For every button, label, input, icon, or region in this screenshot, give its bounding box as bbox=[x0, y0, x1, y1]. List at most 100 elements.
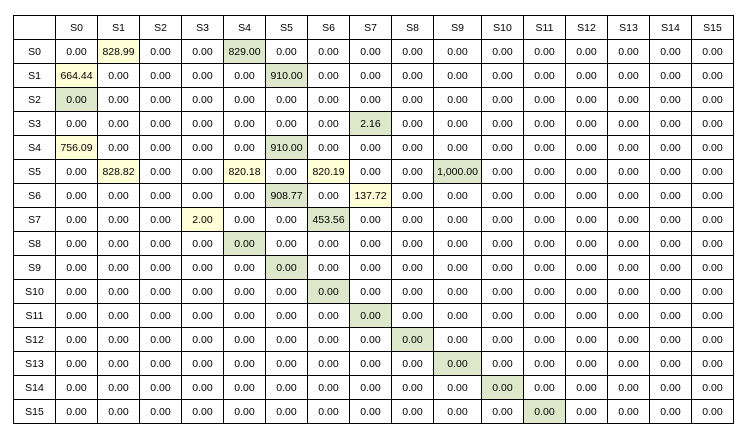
table-cell: 0.00 bbox=[307, 303, 350, 328]
table-cell: 0.00 bbox=[223, 255, 266, 280]
table-cell: 0.00 bbox=[691, 255, 734, 280]
table-cell: 0.00 bbox=[307, 111, 350, 136]
table-cell: 0.00 bbox=[649, 183, 692, 208]
row-header: S12 bbox=[13, 327, 56, 352]
table-cell: 0.00 bbox=[433, 279, 482, 304]
table-cell: 0.00 bbox=[391, 231, 434, 256]
table-cell: 0.00 bbox=[691, 207, 734, 232]
table-cell: 0.00 bbox=[55, 111, 98, 136]
table-cell: 0.00 bbox=[691, 231, 734, 256]
table-cell: 0.00 bbox=[223, 375, 266, 400]
row-header: S14 bbox=[13, 375, 56, 400]
table-cell: 0.00 bbox=[181, 39, 224, 64]
table-cell: 0.00 bbox=[481, 231, 524, 256]
table-cell: 0.00 bbox=[607, 351, 650, 376]
row-header: S9 bbox=[13, 255, 56, 280]
table-cell: 0.00 bbox=[349, 375, 392, 400]
table-cell: 0.00 bbox=[391, 327, 434, 352]
table-cell: 0.00 bbox=[97, 279, 140, 304]
table-cell: 0.00 bbox=[649, 207, 692, 232]
table-cell: 0.00 bbox=[181, 399, 224, 424]
table-cell: 0.00 bbox=[649, 39, 692, 64]
row-header: S4 bbox=[13, 135, 56, 160]
table-cell: 0.00 bbox=[691, 87, 734, 112]
table-row: S9 0.00 0.00 0.00 0.00 0.00 0.00 0.00 0.00 0.00 0.… bbox=[13, 255, 734, 280]
table-cell: 0.00 bbox=[265, 231, 308, 256]
table-cell: 0.00 bbox=[523, 255, 566, 280]
table-cell: 0.00 bbox=[691, 63, 734, 88]
table-cell: 0.00 bbox=[607, 87, 650, 112]
table-cell: 0.00 bbox=[139, 255, 182, 280]
column-header: S5 bbox=[265, 15, 308, 40]
column-header: S4 bbox=[223, 15, 266, 40]
table-cell: 0.00 bbox=[181, 159, 224, 184]
table-cell: 0.00 bbox=[481, 327, 524, 352]
table-cell: 0.00 bbox=[307, 231, 350, 256]
table-cell: 0.00 bbox=[649, 279, 692, 304]
table-cell: 0.00 bbox=[265, 279, 308, 304]
table-cell: 0.00 bbox=[97, 87, 140, 112]
table-cell: 0.00 bbox=[265, 327, 308, 352]
table-cell: 0.00 bbox=[349, 135, 392, 160]
table-cell: 0.00 bbox=[565, 303, 608, 328]
table-cell: 0.00 bbox=[565, 39, 608, 64]
table-cell: 0.00 bbox=[391, 303, 434, 328]
table-cell: 0.00 bbox=[97, 351, 140, 376]
table-row: S13 0.00 0.00 0.00 0.00 0.00 0.00 0.00 0.00 0.00 0… bbox=[13, 351, 734, 376]
table-cell: 0.00 bbox=[307, 279, 350, 304]
table-cell: 0.00 bbox=[349, 159, 392, 184]
table-cell: 0.00 bbox=[139, 183, 182, 208]
column-header: S7 bbox=[349, 15, 392, 40]
table-cell: 0.00 bbox=[523, 399, 566, 424]
table-cell: 0.00 bbox=[481, 399, 524, 424]
table-cell: 0.00 bbox=[523, 303, 566, 328]
table-cell: 0.00 bbox=[265, 303, 308, 328]
table-cell: 0.00 bbox=[97, 183, 140, 208]
column-header: S8 bbox=[391, 15, 434, 40]
table-cell: 0.00 bbox=[307, 183, 350, 208]
table-cell: 0.00 bbox=[307, 255, 350, 280]
table-cell: 0.00 bbox=[523, 207, 566, 232]
row-header: S5 bbox=[13, 159, 56, 184]
table-cell: 0.00 bbox=[181, 135, 224, 160]
table-cell: 0.00 bbox=[607, 303, 650, 328]
table-cell: 0.00 bbox=[649, 303, 692, 328]
row-header: S13 bbox=[13, 351, 56, 376]
table-cell: 0.00 bbox=[481, 183, 524, 208]
table-cell: 0.00 bbox=[307, 399, 350, 424]
table-cell: 0.00 bbox=[97, 63, 140, 88]
table-cell: 0.00 bbox=[307, 327, 350, 352]
table-cell: 0.00 bbox=[181, 279, 224, 304]
table-cell: 0.00 bbox=[97, 327, 140, 352]
table-cell: 0.00 bbox=[181, 183, 224, 208]
table-cell: 0.00 bbox=[565, 159, 608, 184]
table-cell: 0.00 bbox=[97, 255, 140, 280]
table-cell: 0.00 bbox=[691, 111, 734, 136]
table-cell: 0.00 bbox=[265, 39, 308, 64]
table-cell: 0.00 bbox=[607, 39, 650, 64]
table-cell: 2.16 bbox=[349, 111, 392, 136]
table-cell: 0.00 bbox=[223, 183, 266, 208]
table-cell: 0.00 bbox=[181, 375, 224, 400]
table-cell: 0.00 bbox=[433, 111, 482, 136]
row-header: S0 bbox=[13, 39, 56, 64]
table-cell: 0.00 bbox=[607, 135, 650, 160]
table-cell: 0.00 bbox=[55, 279, 98, 304]
table-cell: 0.00 bbox=[223, 279, 266, 304]
table-cell: 0.00 bbox=[181, 231, 224, 256]
table-cell: 0.00 bbox=[691, 375, 734, 400]
table-cell: 0.00 bbox=[139, 375, 182, 400]
table-cell: 0.00 bbox=[181, 303, 224, 328]
column-header: S0 bbox=[55, 15, 98, 40]
table-cell: 828.99 bbox=[97, 39, 140, 64]
table-cell: 0.00 bbox=[307, 135, 350, 160]
table-cell: 0.00 bbox=[55, 207, 98, 232]
table-cell: 756.09 bbox=[55, 135, 98, 160]
table-cell: 0.00 bbox=[565, 111, 608, 136]
table-cell: 0.00 bbox=[607, 63, 650, 88]
row-header: S8 bbox=[13, 231, 56, 256]
transition-table: S0 S1 S2 S3 S4 S5 S6 S7 S8 S9 S10 S11 S12 S13 S14 S15 S… bbox=[13, 15, 734, 424]
table-cell: 0.00 bbox=[391, 399, 434, 424]
table-cell: 0.00 bbox=[523, 183, 566, 208]
table-cell: 0.00 bbox=[433, 399, 482, 424]
